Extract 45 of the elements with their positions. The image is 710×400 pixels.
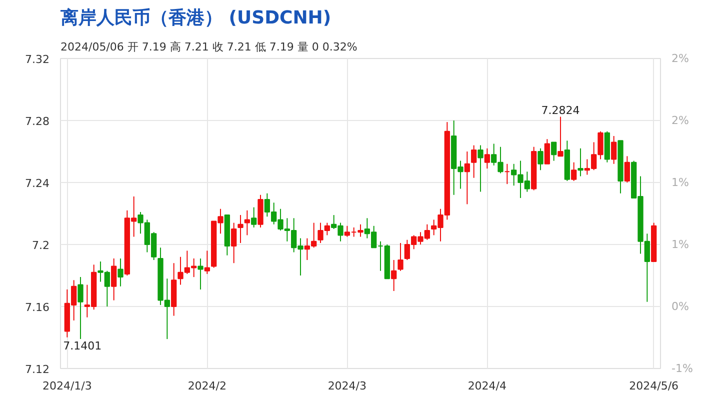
- chart-title: 离岸人民币（香港） (USDCNH): [60, 8, 332, 28]
- candlestick: [551, 142, 557, 162]
- x-tick-label: 2024/1/3: [42, 380, 92, 392]
- candlestick: [611, 136, 617, 164]
- y2-tick-label: 0%: [672, 300, 689, 313]
- candlestick: [578, 148, 584, 177]
- candlestick: [484, 148, 490, 170]
- y-tick-label: 7.28: [25, 115, 50, 128]
- annotation: 7.2824: [541, 104, 580, 117]
- candlestick: [111, 258, 117, 301]
- candlestick: [464, 151, 470, 205]
- candlestick: [398, 242, 404, 272]
- candlestick: [251, 206, 257, 228]
- y-tick-label: 7.16: [25, 301, 50, 314]
- candlestick: [231, 222, 237, 264]
- candlestick: [204, 250, 210, 274]
- y-tick-label: 7.24: [25, 177, 50, 190]
- candlestick: [478, 144, 484, 192]
- candlestick: [624, 156, 630, 183]
- annotation: 7.1401: [63, 339, 102, 352]
- candlestick: [118, 258, 124, 287]
- x-tick-label: 2024/4: [468, 380, 507, 392]
- y2-tick-label: 2%: [672, 52, 689, 65]
- y-tick-label: 7.32: [25, 53, 50, 66]
- candlestick: [504, 163, 510, 185]
- candlestick: [198, 258, 204, 290]
- y2-tick-label: 1%: [672, 176, 689, 190]
- candlestick: [544, 138, 550, 164]
- candlestick: [238, 214, 244, 244]
- y-tick-label: 7.2: [32, 239, 50, 252]
- candlestick: [244, 210, 250, 236]
- x-tick-label: 2024/3: [328, 380, 367, 392]
- x-tick-label: 2024/5/6: [629, 380, 679, 392]
- candlestick: [571, 162, 577, 182]
- candlestick: [78, 276, 84, 340]
- y2-tick-label: -1%: [672, 362, 693, 375]
- y-tick-label: 7.12: [25, 363, 50, 376]
- candlestick: [558, 116, 564, 157]
- y2-tick-label: 1%: [672, 238, 689, 251]
- candlestick: [471, 144, 477, 178]
- y2-tick-label: 2%: [672, 114, 689, 128]
- x-tick-label: 2024/2: [188, 380, 227, 392]
- candlestick: [538, 148, 544, 171]
- chart-subtitle: 2024/05/06 开 7.19 高 7.21 收 7.21 低 7.19 量 0 0.32%: [60, 40, 358, 54]
- candlestick: [391, 260, 397, 292]
